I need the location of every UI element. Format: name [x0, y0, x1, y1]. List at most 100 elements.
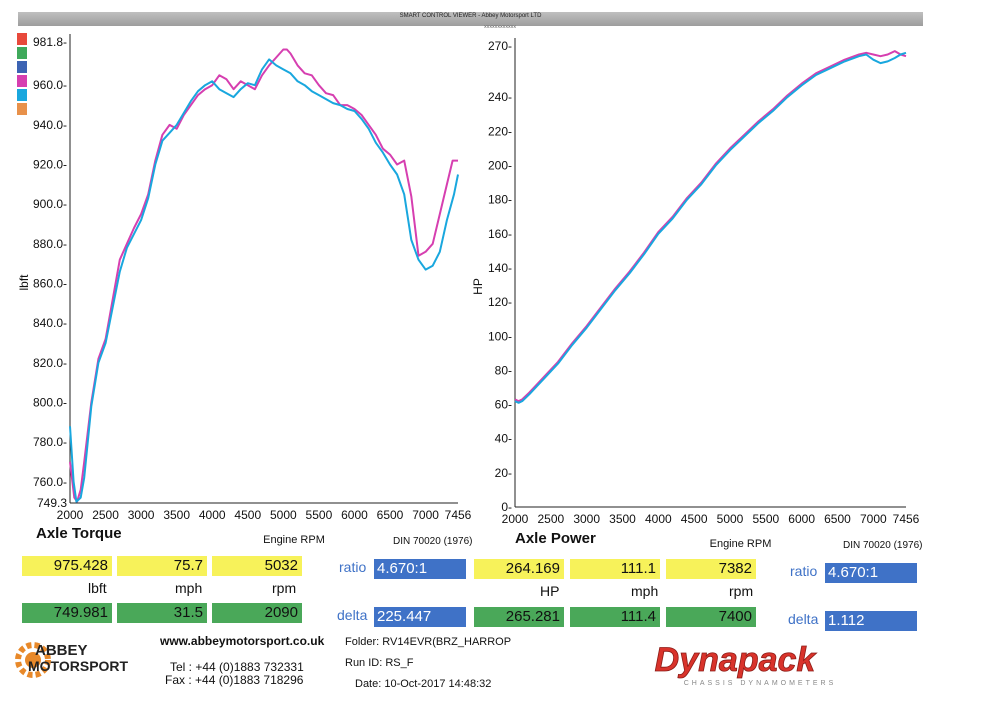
power-ratio-label: ratio [790, 563, 818, 579]
torque-ratio-value: 4.670:1 [374, 559, 466, 579]
torque-unit-lbft: lbft [88, 580, 107, 596]
torque-unit-mph: mph [175, 580, 203, 596]
torque-din-note: DIN 70020 (1976) [393, 536, 473, 547]
torque-y-tick-9: 920.0- [33, 158, 67, 172]
run-id-info: Run ID: RS_F [345, 657, 414, 669]
power-min-rpm: 7400 [666, 607, 756, 627]
date-info: Date: 10-Oct-2017 14:48:32 [355, 678, 492, 690]
torque-y-tick-10: 940.0- [33, 118, 67, 132]
power-y-tick-8: 160- [488, 227, 512, 241]
dynapack-logo-sub: CHASSIS DYNAMOMETERS [684, 680, 837, 687]
torque-ratio-label: ratio [339, 559, 367, 575]
power-unit-mph: mph [631, 583, 659, 599]
power-x-tick-6: 5000 [717, 512, 744, 526]
power-y-axis-label: HP [471, 278, 485, 295]
power-min-mph: 111.4 [570, 607, 660, 627]
website-link[interactable]: www.abbeymotorsport.co.uk [160, 634, 325, 648]
power-y-tick-12: 240- [488, 90, 512, 104]
legend-swatch-3 [17, 75, 27, 87]
torque-x-tick-5: 4500 [234, 508, 261, 522]
power-y-tick-3: 60- [495, 398, 512, 412]
torque-x-tick-1: 2500 [92, 508, 119, 522]
torque-y-axis-label: lbft [17, 274, 31, 291]
dynapack-logo-text: Dynapack [655, 643, 818, 679]
torque-y-tick-3: 800.0- [33, 395, 67, 409]
power-x-axis-label: Engine RPM [710, 538, 772, 550]
power-peak-mph: 111.1 [570, 559, 660, 579]
torque-x-tick-10: 7000 [412, 508, 439, 522]
abbey-logo-line1: ABBEY [35, 642, 88, 659]
power-x-tick-10: 7000 [860, 512, 887, 526]
power-unit-hp: HP [540, 583, 560, 599]
power-y-tick-2: 40- [495, 432, 512, 446]
power-min-value: 265.281 [474, 607, 564, 627]
torque-y-tick-12: 981.8- [33, 35, 67, 49]
legend-swatch-1 [17, 47, 27, 59]
torque-x-tick-8: 6000 [341, 508, 368, 522]
power-x-tick-1: 2500 [537, 512, 564, 526]
torque-peak-mph: 75.7 [117, 556, 207, 576]
torque-series-line-1 [69, 58, 459, 503]
folder-info: Folder: RV14EVR(BRZ_HARROP [345, 636, 512, 648]
power-x-tick-2: 3000 [573, 512, 600, 526]
legend-swatches [17, 33, 27, 117]
torque-x-tick-3: 3500 [163, 508, 190, 522]
torque-y-tick-6: 860.0- [33, 277, 67, 291]
power-y-tick-4: 80- [495, 363, 512, 377]
dynapack-logo: Dynapack CHASSIS DYNAMOMETERS [654, 643, 837, 687]
window-subtitle: XXXXXXXXXXXX [483, 24, 516, 29]
torque-y-tick-11: 960.0- [33, 78, 67, 92]
torque-series-line-0 [69, 48, 458, 503]
power-y-tick-1: 20- [495, 466, 512, 480]
power-y-tick-13: 270- [488, 39, 512, 53]
torque-delta-label: delta [337, 607, 368, 623]
torque-min-rpm: 2090 [212, 603, 302, 623]
abbey-motorsport-logo: ABBEY MOTORSPORT [15, 642, 129, 678]
power-din-note: DIN 70020 (1976) [843, 540, 923, 551]
torque-x-tick-11: 7456 [445, 508, 472, 522]
power-peak-rpm: 7382 [666, 559, 756, 579]
torque-chart-title: Axle Torque [36, 525, 122, 542]
torque-peak-rpm: 5032 [212, 556, 302, 576]
window-title: SMART CONTROL VIEWER - Abbey Motorsport … [399, 13, 542, 19]
power-x-tick-8: 6000 [788, 512, 815, 526]
torque-x-tick-9: 6500 [377, 508, 404, 522]
torque-peak-value: 975.428 [22, 556, 112, 576]
torque-x-tick-2: 3000 [128, 508, 155, 522]
power-x-tick-4: 4000 [645, 512, 672, 526]
power-ratio-value: 4.670:1 [825, 563, 917, 583]
torque-delta-value: 225.447 [374, 607, 466, 627]
power-delta-label: delta [788, 611, 819, 627]
torque-y-tick-8: 900.0- [33, 197, 67, 211]
power-series-line-0 [514, 50, 907, 403]
torque-x-tick-4: 4000 [199, 508, 226, 522]
torque-y-tick-0: 749.3 [37, 496, 67, 510]
power-x-tick-0: 2000 [502, 512, 529, 526]
power-delta-value: 1.112 [825, 611, 917, 631]
torque-x-tick-6: 5000 [270, 508, 297, 522]
torque-min-mph: 31.5 [117, 603, 207, 623]
power-y-tick-7: 140- [488, 261, 512, 275]
power-unit-rpm: rpm [729, 583, 754, 599]
power-y-tick-6: 120- [488, 295, 512, 309]
legend-swatch-5 [17, 103, 27, 115]
power-peak-value: 264.169 [474, 559, 564, 579]
legend-swatch-0 [17, 33, 27, 45]
power-y-tick-10: 200- [488, 159, 512, 173]
power-x-tick-11: 7456 [893, 512, 920, 526]
torque-min-value: 749.981 [22, 603, 112, 623]
power-y-tick-9: 180- [488, 193, 512, 207]
abbey-logo-line2: MOTORSPORT [28, 658, 129, 674]
cog-icon [15, 642, 51, 678]
fax-number: Fax : +44 (0)1883 718296 [165, 673, 304, 687]
power-y-tick-11: 220- [488, 124, 512, 138]
torque-y-tick-1: 760.0- [33, 475, 67, 489]
power-chart-title: Axle Power [515, 530, 596, 547]
power-x-tick-7: 5500 [752, 512, 779, 526]
torque-y-tick-4: 820.0- [33, 356, 67, 370]
torque-x-axis-label: Engine RPM [263, 534, 325, 546]
power-series-line-1 [514, 51, 907, 404]
power-y-tick-5: 100- [488, 329, 512, 343]
window-title-bar: SMART CONTROL VIEWER - Abbey Motorsport … [18, 12, 923, 26]
